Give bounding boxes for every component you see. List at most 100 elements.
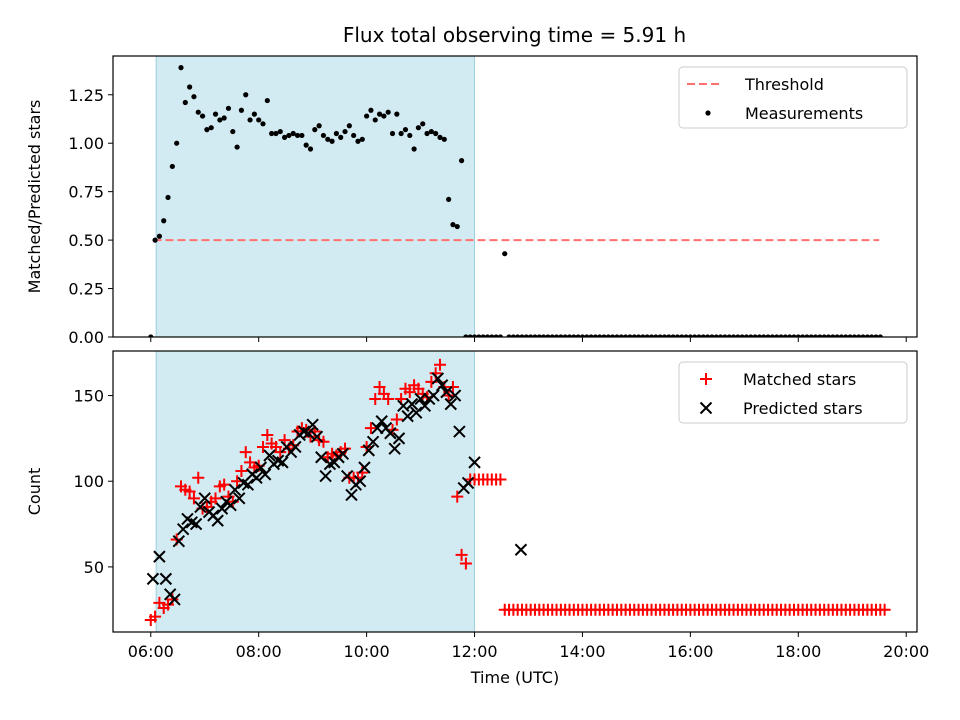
measurement-point <box>458 158 465 164</box>
x-tick-label: 20:00 <box>883 642 929 661</box>
predicted-star-marker <box>375 415 388 428</box>
legend-label: Matched stars <box>743 370 856 389</box>
x-axis-label: Time (UTC) <box>470 668 559 687</box>
predicted-star-marker <box>263 449 276 462</box>
measurement-point <box>515 334 521 337</box>
measurement-point <box>269 130 275 137</box>
measurement-point <box>502 251 508 257</box>
measurement-point <box>243 92 249 98</box>
measurement-point <box>178 65 184 71</box>
y-tick-label: 100 <box>73 472 104 491</box>
predicted-star-marker <box>468 456 481 469</box>
y-tick-label: 0.00 <box>68 328 104 347</box>
matched-star-marker <box>451 490 464 503</box>
matched-star-marker <box>373 380 386 393</box>
measurement-point <box>856 334 862 337</box>
measurement-point <box>260 121 266 127</box>
measurement-point <box>441 136 447 142</box>
predicted-star-marker <box>444 397 457 411</box>
measurement-point <box>402 127 409 133</box>
measurement-point <box>329 138 335 144</box>
predicted-star-marker <box>514 543 528 556</box>
x-tick-label: 12:00 <box>451 642 497 661</box>
predicted-star-marker <box>172 534 186 548</box>
predicted-star-marker <box>315 451 328 464</box>
predicted-star-marker <box>153 550 166 563</box>
measurement-point <box>346 123 352 129</box>
y-tick-label: 1.25 <box>68 86 104 105</box>
matched-star-marker <box>364 422 377 435</box>
measurement-point <box>687 334 693 337</box>
legend-label: Measurements <box>745 104 863 123</box>
measurement-point <box>666 334 672 337</box>
predicted-star-marker <box>427 389 440 402</box>
predicted-star-marker <box>353 475 367 488</box>
measurement-point <box>316 123 322 129</box>
measurement-point <box>756 334 763 337</box>
measurement-point <box>787 334 793 337</box>
y-axis-label: Matched/Predicted stars <box>25 100 44 294</box>
measurement-point <box>869 334 875 337</box>
measurement-point <box>566 334 573 337</box>
measurement-point <box>558 334 564 337</box>
chart-title: Flux total observing time = 5.91 h <box>343 23 686 47</box>
matched-star-marker <box>187 492 200 505</box>
measurement-point <box>342 128 348 135</box>
measurement-point <box>355 138 361 144</box>
measurement-point <box>843 334 849 337</box>
measurement-point <box>489 334 495 337</box>
measurement-point <box>873 334 879 337</box>
predicted-star-marker <box>401 409 414 423</box>
predicted-star-marker <box>384 427 397 440</box>
measurement-point <box>623 334 629 337</box>
predicted-star-marker <box>461 476 475 490</box>
measurement-point <box>717 334 724 337</box>
measurement-point <box>730 334 737 337</box>
measurement-point <box>467 334 473 337</box>
measurement-point <box>174 140 180 146</box>
measurement-point <box>627 334 633 337</box>
measurement-point <box>791 334 797 337</box>
matched-star-marker <box>382 392 395 405</box>
matched-star-marker <box>459 557 472 570</box>
measurement-point <box>536 334 542 337</box>
measurement-point <box>545 334 551 337</box>
predicted-star-marker <box>431 372 445 385</box>
matched-star-marker <box>218 478 231 491</box>
measurement-point <box>476 334 482 337</box>
measurement-point <box>217 117 223 123</box>
measurement-point <box>739 334 745 337</box>
measurement-point <box>812 334 819 337</box>
measurement-point <box>795 334 801 337</box>
legend-box <box>678 361 908 424</box>
x-tick-label: 10:00 <box>344 642 390 661</box>
measurement-point <box>713 334 719 337</box>
measurement-point <box>700 334 706 337</box>
matched-star-marker <box>192 471 205 484</box>
y-tick-label: 50 <box>84 558 104 577</box>
predicted-star-marker <box>418 399 432 413</box>
measurement-point <box>204 127 210 133</box>
measurement-point <box>398 130 404 137</box>
measurement-point <box>446 196 452 203</box>
predicted-star-marker <box>289 440 302 454</box>
predicted-star-marker <box>310 430 324 443</box>
measurement-point <box>769 334 775 337</box>
measurement-point <box>454 223 460 230</box>
measurement-point <box>821 334 827 337</box>
matched-star-marker <box>261 428 274 441</box>
top-panel: 0.00 0.25 0.50 0.75 1.00 1.25 Matched/Predicte… <box>25 55 918 347</box>
measurement-point <box>385 109 391 115</box>
predicted-star-marker <box>168 593 181 606</box>
predicted-star-marker <box>306 418 319 431</box>
measurement-point <box>549 334 555 337</box>
measurement-point <box>860 334 866 337</box>
measurement-point <box>303 142 309 148</box>
predicted-star-marker <box>302 427 315 440</box>
matched-star-marker <box>149 610 162 623</box>
measurement-point <box>661 334 668 337</box>
measurement-point <box>752 334 758 337</box>
measurement-point <box>735 334 741 337</box>
measurement-point <box>782 334 788 337</box>
predicted-star-marker <box>159 572 173 586</box>
